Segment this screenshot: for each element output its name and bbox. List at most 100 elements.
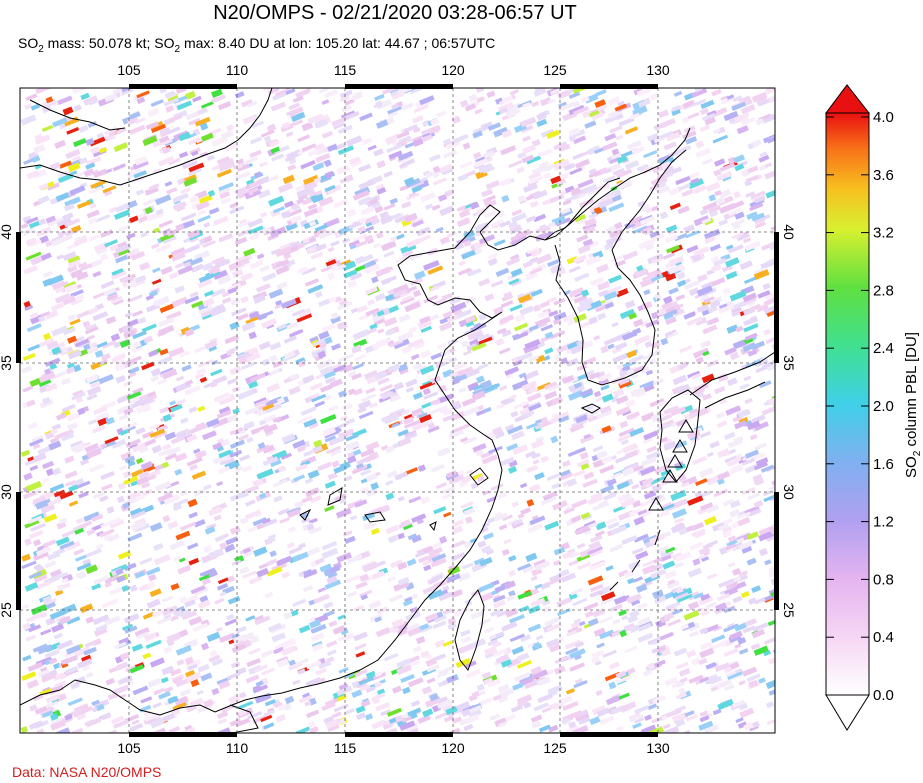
retrieval-pixel	[360, 469, 372, 477]
retrieval-pixel	[399, 720, 416, 731]
retrieval-pixel	[622, 493, 632, 502]
retrieval-pixel	[245, 674, 260, 684]
retrieval-pixel	[602, 175, 617, 183]
retrieval-pixel	[398, 313, 411, 323]
retrieval-pixel	[463, 406, 480, 417]
retrieval-pixel	[85, 373, 99, 384]
retrieval-pixel	[420, 325, 433, 333]
retrieval-pixel	[751, 414, 766, 424]
retrieval-pixel	[171, 251, 186, 262]
retrieval-pixel	[324, 505, 335, 513]
retrieval-pixel	[252, 517, 268, 527]
retrieval-pixel	[128, 168, 137, 176]
retrieval-pixel	[96, 530, 105, 537]
retrieval-pixel	[315, 667, 327, 676]
retrieval-pixel	[234, 465, 243, 473]
retrieval-pixel	[323, 217, 340, 229]
retrieval-pixel	[430, 574, 444, 583]
retrieval-pixel	[412, 289, 422, 298]
retrieval-pixel	[99, 253, 109, 261]
retrieval-pixel	[744, 179, 753, 187]
retrieval-pixel	[198, 194, 213, 205]
retrieval-pixel	[236, 312, 249, 321]
retrieval-pixel	[418, 95, 435, 106]
retrieval-pixel	[354, 643, 367, 651]
retrieval-pixel	[226, 348, 236, 356]
retrieval-pixel	[314, 223, 328, 233]
retrieval-pixel	[501, 548, 510, 556]
retrieval-pixel	[699, 208, 709, 216]
retrieval-pixel	[200, 642, 210, 651]
retrieval-pixel	[668, 255, 685, 267]
retrieval-pixel	[171, 296, 189, 308]
retrieval-pixel	[500, 300, 514, 308]
retrieval-pixel	[203, 545, 213, 554]
retrieval-pixel	[737, 510, 746, 518]
retrieval-pixel	[118, 464, 128, 471]
retrieval-pixel	[702, 324, 718, 335]
retrieval-pixel	[268, 622, 282, 633]
retrieval-pixel	[618, 609, 627, 617]
retrieval-pixel	[34, 573, 48, 583]
retrieval-pixel	[668, 287, 679, 295]
retrieval-pixel	[516, 659, 532, 669]
retrieval-pixel	[593, 390, 602, 398]
retrieval-pixel	[195, 200, 210, 211]
retrieval-pixel	[109, 586, 123, 596]
retrieval-pixel	[619, 420, 629, 429]
retrieval-pixel	[89, 380, 102, 389]
retrieval-pixel	[687, 601, 700, 611]
retrieval-pixel	[33, 563, 42, 570]
retrieval-pixel	[603, 336, 619, 346]
retrieval-pixel	[584, 93, 599, 104]
retrieval-pixel	[630, 371, 639, 380]
retrieval-pixel	[252, 714, 268, 725]
retrieval-pixel	[407, 677, 424, 688]
retrieval-pixel	[245, 316, 259, 325]
retrieval-pixel	[254, 615, 271, 626]
retrieval-pixel	[718, 188, 732, 199]
retrieval-pixel	[442, 414, 455, 423]
retrieval-pixel	[303, 207, 319, 218]
retrieval-pixel	[162, 514, 171, 523]
retrieval-pixel	[309, 335, 319, 344]
retrieval-pixel	[517, 563, 532, 572]
retrieval-pixel	[459, 99, 469, 108]
retrieval-pixel	[599, 629, 615, 640]
retrieval-pixel	[397, 532, 406, 540]
retrieval-pixel	[404, 721, 419, 733]
retrieval-pixel	[227, 595, 241, 605]
retrieval-pixel	[79, 603, 94, 614]
retrieval-pixel	[138, 584, 149, 592]
retrieval-pixel	[187, 663, 198, 671]
retrieval-pixel	[383, 203, 396, 211]
retrieval-pixel	[694, 88, 702, 93]
retrieval-pixel	[545, 638, 560, 648]
retrieval-pixel	[121, 623, 134, 631]
lat-label: 25	[781, 602, 797, 618]
retrieval-pixel	[573, 469, 586, 478]
retrieval-pixel	[470, 638, 487, 650]
retrieval-pixel	[632, 464, 644, 472]
retrieval-pixel	[475, 228, 489, 237]
retrieval-pixel	[297, 668, 306, 675]
retrieval-pixel	[431, 204, 441, 211]
retrieval-pixel	[688, 622, 701, 632]
retrieval-pixel	[123, 380, 133, 387]
retrieval-pixel	[741, 545, 753, 554]
retrieval-pixel	[587, 575, 604, 586]
lon-label: 125	[543, 740, 567, 756]
retrieval-pixel	[434, 639, 446, 649]
retrieval-pixel	[276, 281, 288, 290]
retrieval-pixel	[701, 373, 715, 384]
retrieval-pixel	[686, 244, 699, 254]
retrieval-pixel	[80, 92, 90, 101]
lat-labels-left: 40 35 30 25	[0, 224, 14, 618]
retrieval-pixel	[280, 123, 294, 133]
retrieval-pixel	[308, 720, 316, 728]
retrieval-pixel	[610, 152, 622, 160]
retrieval-pixel	[731, 300, 747, 311]
retrieval-pixel	[529, 200, 539, 208]
retrieval-pixel	[683, 224, 696, 234]
lat-label: 40	[0, 224, 14, 240]
